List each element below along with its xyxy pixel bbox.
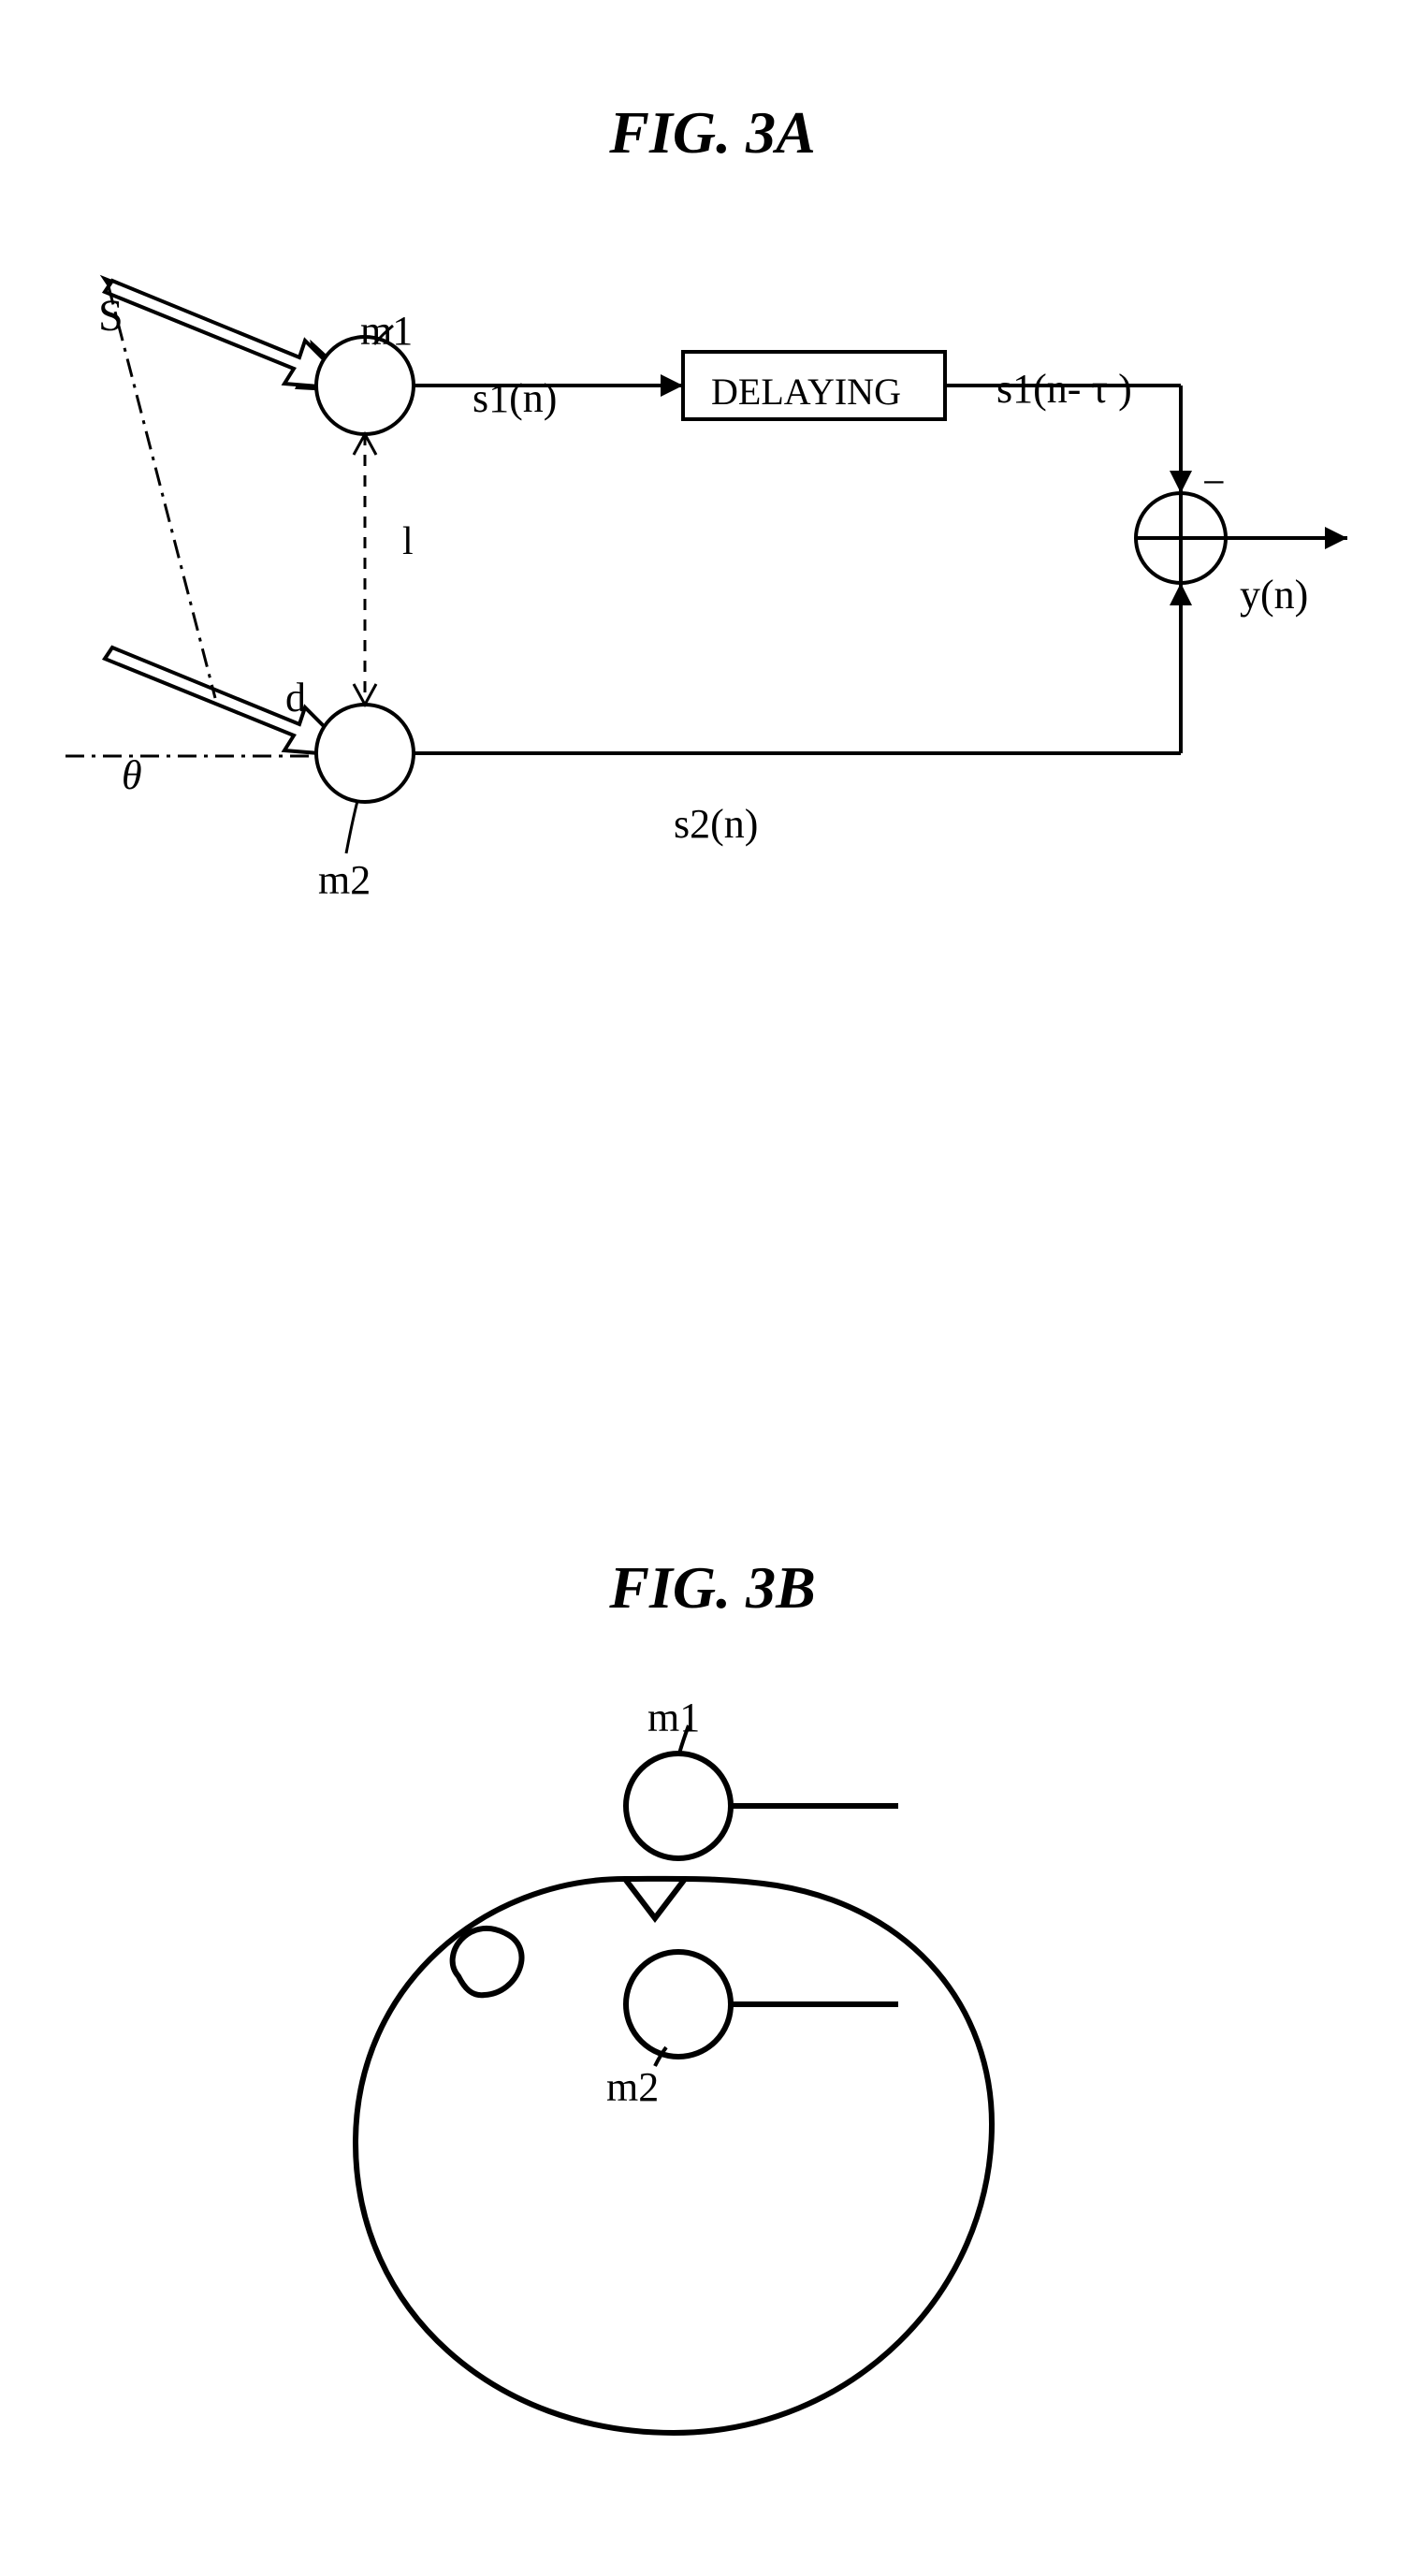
s2n-arrowhead	[1170, 583, 1192, 605]
label-s2n: s2(n)	[674, 800, 758, 848]
m2-leader	[346, 801, 357, 853]
m2-node	[316, 705, 414, 802]
label-l: l	[402, 519, 414, 564]
m2-node-b	[626, 1952, 731, 2057]
label-m2: m2	[318, 856, 371, 904]
label-s: S	[98, 290, 124, 342]
ref-line-upper	[109, 286, 215, 698]
label-m2-b: m2	[606, 2063, 659, 2111]
label-d: d	[285, 674, 306, 721]
cardioid-cusp	[625, 1879, 685, 1918]
s1n-arrowhead	[661, 374, 683, 397]
label-s1n: s1(n)	[473, 374, 557, 422]
m1-node-b	[626, 1754, 731, 1858]
label-minus: −	[1202, 458, 1226, 506]
fig3b-title: FIG. 3B	[0, 1553, 1425, 1623]
label-theta: θ	[122, 751, 142, 799]
label-m1-b: m1	[647, 1694, 700, 1741]
label-yn: y(n)	[1240, 571, 1308, 619]
label-s1ntau: s1(n- τ )	[996, 365, 1132, 413]
fig3a-diagram	[0, 0, 1425, 1029]
yn-arrowhead	[1325, 527, 1347, 549]
cardioid-ear	[453, 1928, 522, 1995]
fig3b-diagram	[0, 1637, 1425, 2480]
label-m1: m1	[360, 307, 413, 355]
s1ntau-arrowhead	[1170, 471, 1192, 493]
label-delaying: DELAYING	[711, 370, 901, 414]
